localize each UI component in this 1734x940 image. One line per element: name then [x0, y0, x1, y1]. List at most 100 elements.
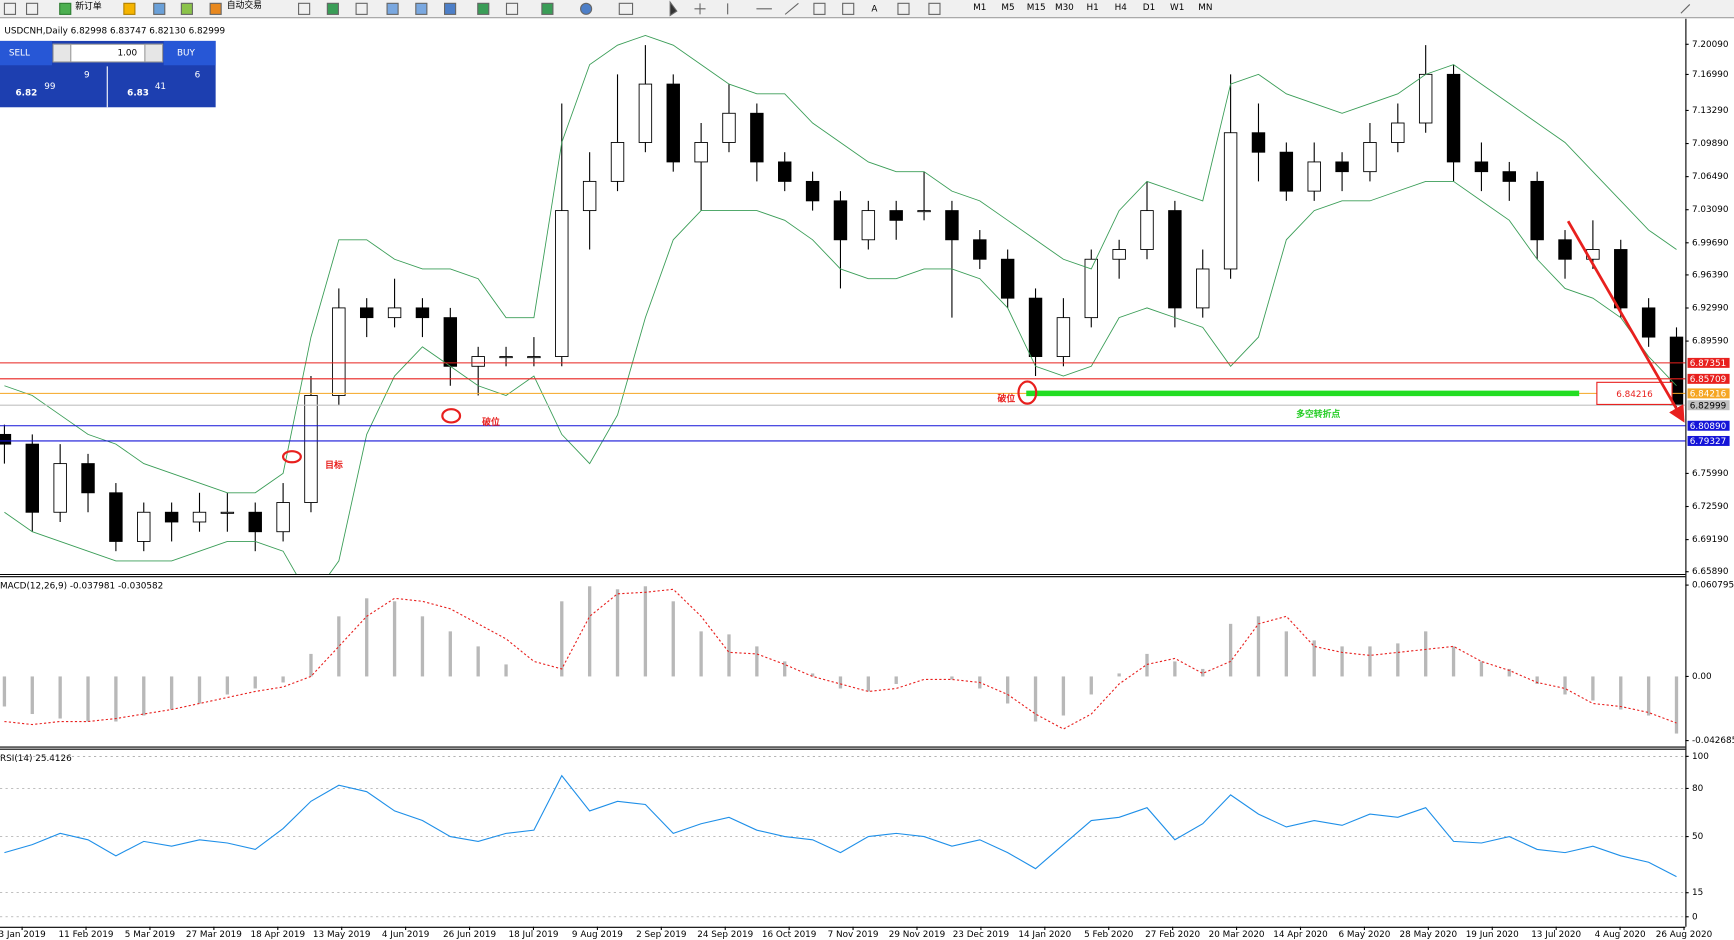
candle-body	[1112, 249, 1126, 260]
candle-body	[1084, 258, 1098, 319]
timeframe-button[interactable]: W1	[1170, 3, 1184, 13]
sell-label[interactable]: SELL	[9, 49, 30, 59]
macd-bar	[1451, 646, 1456, 677]
candle-body	[555, 210, 569, 357]
buy-label[interactable]: BUY	[177, 49, 196, 59]
annotation-circle	[281, 450, 302, 464]
price-level-label: 6.87351	[1690, 359, 1727, 369]
macd-bar	[1061, 676, 1066, 716]
toolbar-button[interactable]: 新订单	[75, 0, 102, 12]
price-level-label: 6.85709	[1690, 375, 1727, 385]
timeframe-button[interactable]: M15	[1027, 3, 1046, 13]
price-level-label: 6.84216	[1690, 389, 1727, 399]
date-label: 23 Dec 2019	[953, 930, 1009, 940]
candle-body	[750, 112, 764, 163]
date-label: 26 Jun 2019	[443, 930, 496, 940]
y-tick-label: 6.72590	[1692, 502, 1729, 512]
macd-bar	[448, 631, 452, 677]
candle-body	[1251, 132, 1266, 153]
rsi	[4, 774, 1677, 878]
candle-body	[694, 142, 708, 163]
timeframe-button[interactable]: D1	[1143, 3, 1155, 13]
date-label: 27 Feb 2020	[1145, 930, 1200, 940]
candle-body	[1028, 297, 1043, 357]
macd-bar	[755, 646, 759, 677]
timeframe-button[interactable]: M1	[973, 3, 986, 13]
annotation: 破位	[998, 393, 1016, 405]
candle-body	[1223, 132, 1238, 270]
macd-bar	[309, 653, 313, 677]
timeframe-button[interactable]: MN	[1198, 3, 1212, 13]
macd-bar	[1535, 676, 1539, 684]
date-label: 29 Nov 2019	[889, 930, 946, 940]
sell-price-pips: 99	[44, 82, 55, 92]
y-tick-label: 0.060795	[1692, 581, 1734, 591]
candle-body	[1335, 161, 1349, 173]
date-label: 14 Apr 2020	[1273, 930, 1328, 940]
sell-button[interactable]	[0, 40, 52, 66]
macd-bar	[1256, 616, 1261, 677]
bands	[4, 34, 1677, 574]
macd-bar	[866, 676, 870, 692]
candle-body	[248, 511, 262, 533]
macd	[2, 586, 1679, 734]
candle-body	[137, 511, 151, 542]
buy-button[interactable]	[163, 40, 216, 66]
price-level-tag	[1687, 400, 1730, 411]
candle-body	[1279, 151, 1294, 192]
annotation-circle	[1017, 380, 1038, 405]
y-tick-label: 7.03090	[1692, 205, 1729, 215]
lot-value[interactable]: 1.00	[117, 49, 137, 59]
y-tick-label: 6.96390	[1692, 270, 1729, 280]
candle-body	[443, 317, 458, 367]
candle-body	[164, 511, 179, 523]
macd-bar	[1145, 653, 1149, 677]
candle-body	[53, 463, 67, 513]
macd-bar	[671, 601, 675, 677]
macd-bar	[950, 676, 954, 680]
candle-body	[192, 511, 207, 523]
date-label: 18 Jul 2019	[508, 930, 558, 940]
candle-body	[833, 200, 848, 241]
macd-bar	[281, 676, 285, 683]
panel-frames	[0, 18, 1687, 928]
price-level-label: 6.80890	[1690, 422, 1727, 432]
candle-body	[0, 433, 12, 445]
macd-title: MACD(12,26,9) -0.037981 -0.030582	[0, 582, 163, 592]
y-tick-label: 15	[1692, 888, 1703, 898]
trend-arrow	[1566, 220, 1685, 423]
date-label: 27 Mar 2019	[186, 930, 242, 940]
date-label: 16 Oct 2019	[762, 930, 817, 940]
date-label: 28 May 2020	[1400, 930, 1458, 940]
y-tick-label: 80	[1692, 784, 1704, 794]
timeframe-button[interactable]: H4	[1115, 3, 1128, 13]
macd-bar	[86, 676, 90, 722]
macd-bar	[894, 676, 898, 684]
candle-body	[1196, 268, 1210, 309]
toolbar-button[interactable]: 自动交易	[227, 0, 262, 11]
timeframe-button[interactable]: M5	[1001, 3, 1014, 13]
macd-bar	[587, 586, 592, 677]
candle-body	[81, 463, 95, 494]
macd-bar	[114, 676, 118, 722]
y-tick-label: 50	[1692, 832, 1704, 842]
candle-body	[861, 210, 876, 241]
candle-body	[332, 307, 346, 396]
annotation-circle	[441, 408, 462, 424]
candle-body	[917, 210, 931, 213]
rsi-title: RSI(14) 25.4126	[0, 754, 72, 764]
svg-text:A: A	[871, 4, 877, 14]
macd-bar	[58, 676, 62, 719]
candle-body	[499, 356, 513, 359]
pivot-box	[1596, 381, 1673, 405]
candle-body	[1307, 161, 1321, 192]
price-level-label: 6.82999	[1690, 401, 1727, 411]
annotation: 多空转折点	[1296, 408, 1340, 420]
timeframe-button[interactable]: M30	[1055, 3, 1074, 13]
timeframe-button[interactable]: H1	[1086, 3, 1098, 13]
macd-bar	[1396, 643, 1400, 677]
candle-body	[527, 356, 541, 359]
candle-body	[610, 142, 625, 182]
macd-bar	[1006, 676, 1010, 704]
macd-bar	[1646, 676, 1651, 716]
